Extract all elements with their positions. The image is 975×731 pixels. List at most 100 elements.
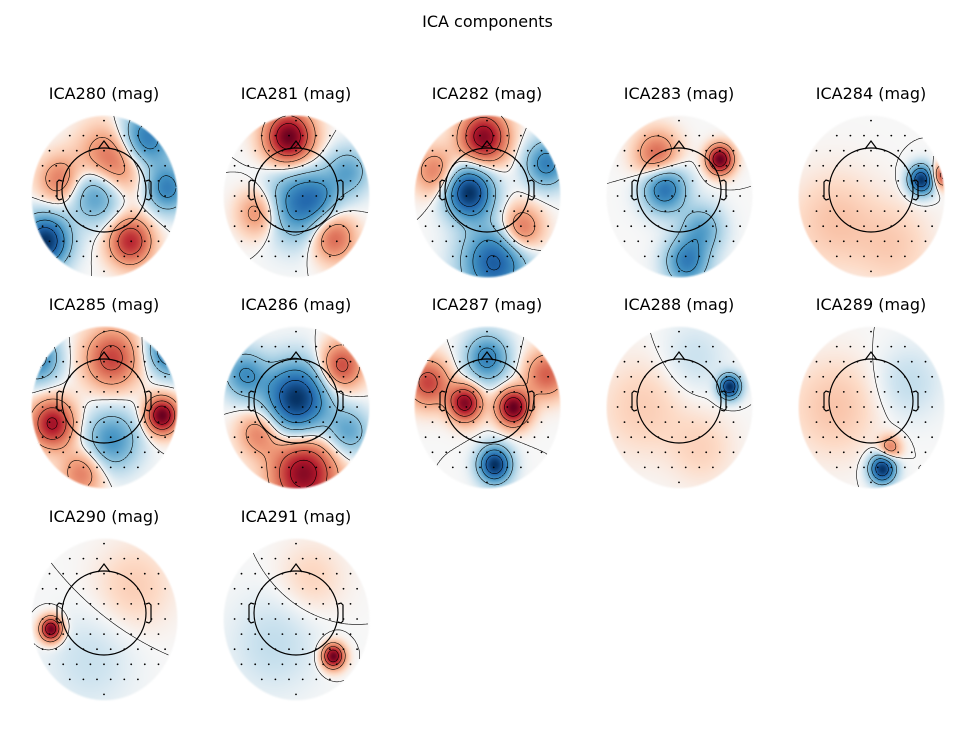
sensor-dot (870, 451, 872, 454)
scalp-field (591, 110, 767, 280)
sensor-dot (479, 255, 481, 258)
sensor-dot (863, 345, 865, 348)
sensor-dot (698, 375, 701, 378)
sensor-dot (718, 421, 721, 423)
left-ear-outline (631, 390, 638, 412)
sensor-dot (260, 436, 263, 439)
sensor-dot (48, 391, 51, 393)
sensor-dot (691, 391, 694, 393)
right-ear-outline (528, 390, 535, 412)
sensor-dot (233, 406, 236, 408)
sensor-dot (329, 345, 331, 348)
head-outline (828, 358, 914, 444)
sensor-dot (157, 391, 160, 393)
sensor-dot (150, 164, 153, 167)
sensor-dot (41, 618, 44, 620)
sensor-dot (96, 557, 98, 560)
sensor-dot (288, 375, 290, 378)
sensor-dot (260, 466, 263, 469)
sensor-dot (274, 466, 277, 469)
sensor-dot (89, 603, 92, 605)
sensor-dot (143, 210, 146, 212)
sensor-dot (82, 678, 85, 681)
sensor-dot (335, 572, 338, 575)
sensor-dot (68, 436, 71, 439)
sensor-dot (62, 633, 65, 635)
contour-line (31, 115, 171, 277)
sensor-dot (451, 225, 454, 228)
sensor-dot (89, 391, 92, 393)
sensor-dot (506, 255, 509, 258)
sensor-dot (910, 451, 913, 454)
sensor-dot (315, 557, 318, 560)
sensor-dot (657, 255, 660, 258)
sensor-dot (254, 633, 257, 635)
sensor-dot (445, 360, 448, 363)
sensor-dot (465, 195, 468, 197)
sensor-dot (863, 134, 865, 137)
sensor-dot (96, 406, 98, 408)
sensor-dot (96, 225, 98, 228)
sensor-dot (233, 587, 236, 590)
sensor-dot (123, 375, 126, 378)
right-ear-outline (337, 390, 344, 412)
sensor-dot (335, 663, 338, 666)
sensor-dot (267, 421, 270, 423)
topomap-panel: ICA282 (mag) (399, 84, 575, 284)
sensor-dot (870, 481, 872, 484)
sensor-dot (164, 164, 167, 167)
sensor-dot (109, 164, 112, 167)
sensor-dot (75, 210, 78, 212)
sensor-dot (349, 391, 352, 393)
sensor-dot (335, 633, 338, 635)
scalp-field (591, 321, 767, 491)
sensor-dot (157, 451, 160, 454)
sensor-dot (329, 436, 331, 439)
head-outline (444, 147, 530, 233)
sensor-dot (89, 421, 92, 423)
sensor-dot (308, 451, 311, 454)
sensor-dot (164, 375, 167, 378)
sensor-dot (315, 195, 318, 197)
sensor-dot (123, 466, 126, 469)
sensor-dot (445, 149, 448, 152)
sensor-dot (684, 225, 687, 228)
sensor-dot (520, 406, 522, 408)
sensor-dot (164, 406, 167, 408)
sensor-dot (486, 149, 488, 152)
sensor-dot (849, 375, 852, 378)
sensor-dot (835, 195, 838, 197)
sensor-dot (890, 134, 893, 137)
sensor-dot (863, 375, 865, 378)
sensor-dot (329, 466, 331, 469)
sensor-dot (89, 180, 92, 182)
sensor-dot (301, 255, 304, 258)
sensor-dot (684, 406, 687, 408)
sensor-dot (41, 406, 44, 408)
sensor-dot (109, 406, 112, 408)
head-outline (253, 570, 339, 656)
sensor-dot (82, 345, 85, 348)
sensor-dot (520, 466, 522, 469)
sensor-dot (883, 240, 886, 243)
sensor-dot (479, 134, 481, 137)
sensor-dot (664, 240, 667, 243)
sensor-dot (472, 240, 475, 243)
sensor-dot (499, 240, 502, 243)
sensor-dot (267, 391, 270, 393)
sensor-dot (870, 270, 872, 273)
sensor-dot (123, 164, 126, 167)
sensor-dot (260, 678, 263, 681)
right-ear-outline (912, 179, 919, 201)
topomap-plot (16, 110, 192, 280)
sensor-dot (116, 421, 119, 423)
sensor-dot (842, 149, 845, 152)
sensor-dot (650, 451, 653, 454)
sensor-dot (458, 149, 461, 152)
sensor-dot (492, 436, 495, 439)
sensor-dot (904, 195, 906, 197)
sensor-dot (698, 406, 701, 408)
sensor-dot (506, 375, 509, 378)
sensor-dot (288, 618, 290, 620)
sensor-dot (356, 436, 358, 439)
